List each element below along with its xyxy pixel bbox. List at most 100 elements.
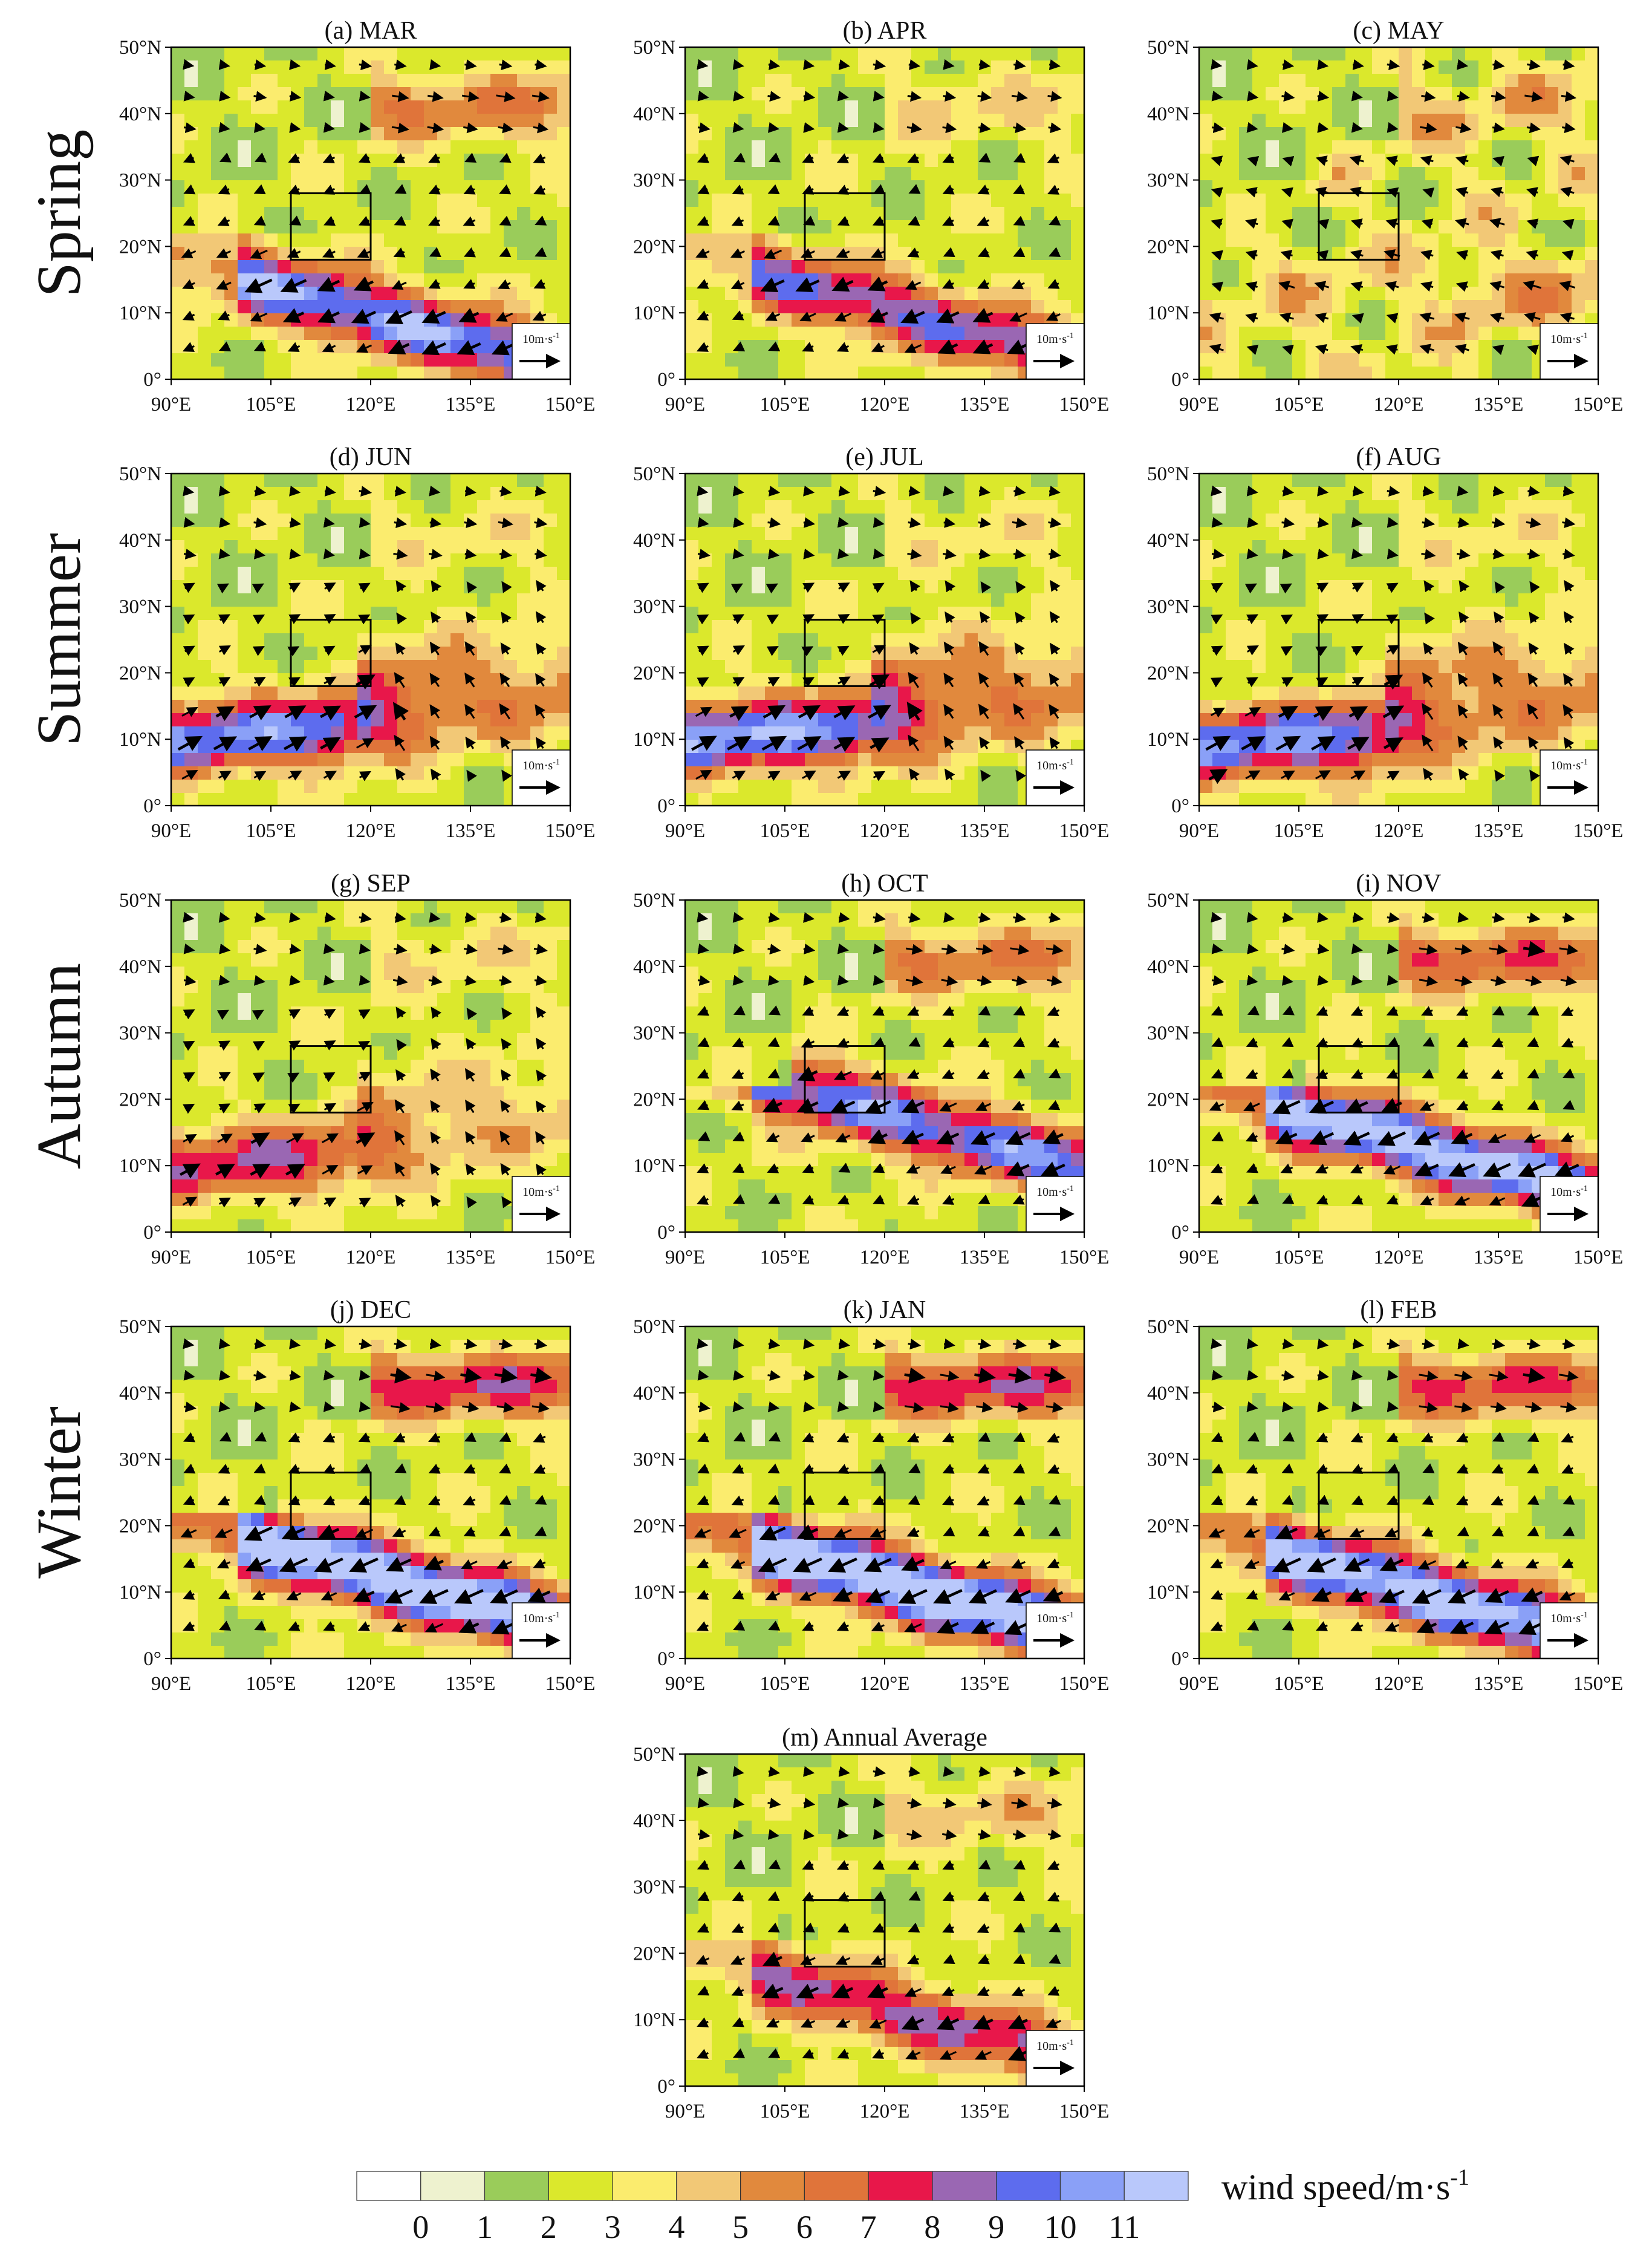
- lon-tick-label: 135°E: [446, 820, 496, 842]
- wind-vector: [978, 912, 991, 923]
- wind-vector: [980, 769, 991, 782]
- wind-vector: [697, 184, 710, 195]
- wind-vector: [1013, 1068, 1026, 1079]
- wind-vector: [1246, 645, 1259, 656]
- wind-vector: [1013, 912, 1027, 924]
- wind-vector: [908, 734, 920, 751]
- wind-vector: [767, 184, 780, 195]
- lat-tick-label: 50°N: [633, 37, 675, 59]
- wind-vector: [697, 152, 710, 163]
- wind-vector: [466, 1037, 476, 1050]
- wind-vector: [354, 705, 377, 720]
- wind-vector: [732, 548, 744, 559]
- wind-vector: [431, 580, 442, 593]
- wind-vector: [1205, 735, 1231, 751]
- wind-vector: [1456, 250, 1469, 261]
- wind-vector: [1454, 944, 1473, 955]
- wind-vector: [1311, 736, 1336, 751]
- wind-vector: [1456, 549, 1471, 560]
- lat-tick-label: 40°N: [633, 956, 675, 978]
- wind-vector: [464, 703, 475, 719]
- lat-tick-label: 30°N: [633, 170, 675, 192]
- lon-tick-label: 135°E: [960, 820, 1010, 842]
- wind-vector: [1012, 1100, 1025, 1111]
- wind-vector: [532, 311, 547, 321]
- wind-vector: [872, 215, 885, 226]
- wind-vector: [803, 485, 815, 497]
- wind-vector: [324, 912, 336, 923]
- wind-vector: [322, 247, 336, 258]
- lon-tick-label: 105°E: [1274, 1673, 1324, 1695]
- wind-vector: [323, 1401, 335, 1412]
- wind-vector: [1523, 280, 1542, 291]
- wind-vector: [1527, 1005, 1540, 1016]
- wind-vector: [766, 614, 779, 625]
- wind-vector: [1247, 943, 1259, 954]
- wind-vector: [501, 1196, 512, 1208]
- wind-vector: [978, 703, 989, 719]
- lat-tick-label: 30°N: [1147, 170, 1189, 192]
- wind-vector: [534, 975, 548, 987]
- panel-k: 10m·s-1 50°N 40°N 30°N 20°N 10°N 0° 90°E 105°E 12…: [633, 1296, 1109, 1695]
- wind-vector: [431, 768, 441, 781]
- wind-vector: [1046, 944, 1064, 955]
- wind-vector: [908, 671, 920, 688]
- colorbar-tick-label: 2: [541, 2209, 557, 2245]
- wind-vector: [908, 1037, 921, 1047]
- wind-vector: [873, 184, 886, 194]
- wind-vector: [975, 1101, 992, 1112]
- wind-vector: [499, 912, 512, 923]
- wind-vector: [353, 276, 374, 292]
- wind-vector: [1049, 247, 1061, 257]
- reference-vector: 10m·s-1: [512, 1176, 571, 1233]
- wind-vector: [324, 1103, 337, 1114]
- wind-vector: [974, 1164, 992, 1175]
- reference-vector-label: 10m·s-1: [522, 331, 560, 346]
- wind-vector: [1013, 122, 1027, 134]
- wind-vector: [873, 974, 885, 986]
- wind-vector: [431, 1195, 441, 1207]
- wind-vector: [1385, 218, 1399, 229]
- lat-tick-label: 50°N: [119, 890, 161, 912]
- wind-vector: [218, 645, 231, 656]
- wind-vector: [429, 673, 441, 687]
- wind-vector: [1387, 1401, 1399, 1412]
- lat-tick-label: 50°N: [119, 37, 161, 59]
- wind-vector: [1049, 549, 1061, 559]
- lat-tick-label: 20°N: [119, 236, 161, 258]
- wind-vector: [873, 548, 885, 559]
- wind-vector: [730, 248, 746, 258]
- colorbar-swatch: [612, 2171, 677, 2201]
- wind-vector: [1454, 344, 1469, 354]
- wind-vector: [252, 614, 265, 625]
- wind-vector: [1563, 704, 1573, 719]
- wind-vector: [1457, 641, 1469, 656]
- wind-vector: [324, 1009, 336, 1019]
- wind-vector: [837, 943, 849, 954]
- wind-vector: [697, 912, 709, 923]
- wind-vector: [908, 912, 921, 923]
- wind-vector: [501, 769, 512, 782]
- wind-vector: [1048, 517, 1062, 529]
- wind-vector: [1494, 769, 1505, 782]
- wind-vector: [972, 339, 993, 354]
- wind-vector: [430, 1131, 441, 1144]
- wind-vector: [1244, 583, 1257, 594]
- wind-vector: [181, 770, 198, 780]
- wind-vector: [1048, 122, 1062, 134]
- wind-vector: [1245, 281, 1258, 292]
- wind-vector: [1281, 974, 1294, 986]
- wind-vector: [729, 706, 749, 722]
- wind-vector: [254, 912, 267, 923]
- wind-vector: [1047, 975, 1063, 987]
- wind-vector: [464, 975, 477, 986]
- wind-vector: [1351, 645, 1364, 656]
- lon-tick-label: 120°E: [860, 1247, 910, 1268]
- wind-vector: [393, 247, 406, 258]
- wind-vector: [871, 248, 885, 258]
- wind-vector: [767, 548, 780, 559]
- lat-tick-label: 10°N: [1147, 302, 1189, 324]
- wind-vector: [394, 215, 406, 226]
- wind-vector: [359, 122, 371, 133]
- wind-vector: [1241, 736, 1266, 752]
